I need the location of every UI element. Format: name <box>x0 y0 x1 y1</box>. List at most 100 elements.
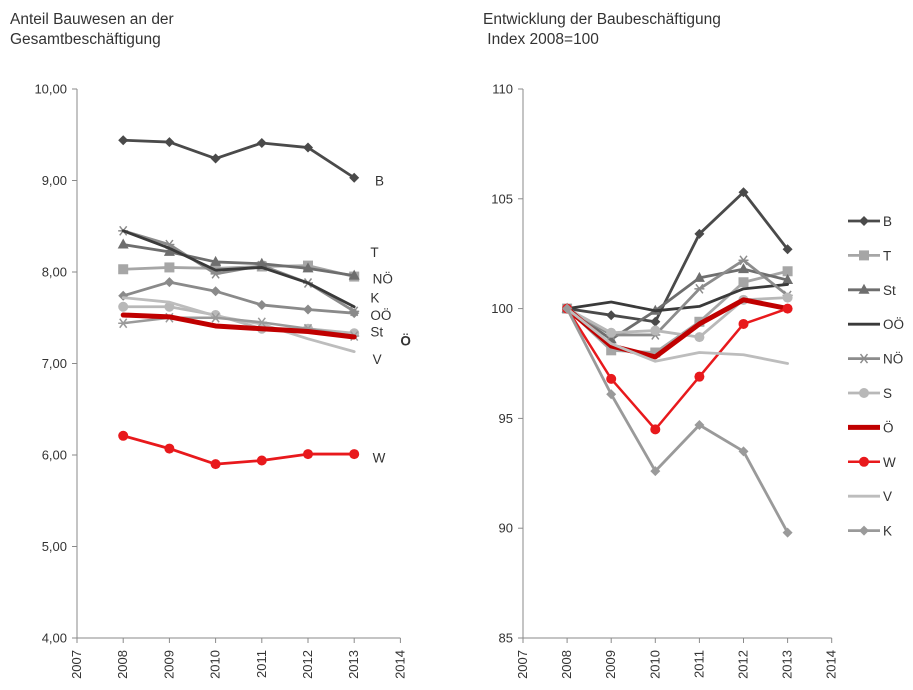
data-point-n <box>738 255 749 266</box>
series-line-w <box>121 434 356 466</box>
data-point-s8 <box>256 317 267 328</box>
data-point-b <box>210 153 221 164</box>
series-end-label: St <box>370 324 383 339</box>
legend-item: Ö <box>848 420 894 435</box>
data-point-w <box>164 443 175 454</box>
legend-item: NÖ <box>848 352 903 367</box>
series-line-n <box>565 258 789 337</box>
x-tick-label: 2009 <box>603 650 618 679</box>
y-tick-label: 7,00 <box>42 356 67 371</box>
data-point-w <box>738 318 749 329</box>
x-tick-label: 2009 <box>161 650 176 679</box>
legend-marker <box>859 456 869 467</box>
series-end-label: V <box>373 352 382 367</box>
y-tick-label: 110 <box>492 82 513 97</box>
data-point-s8 <box>118 318 129 329</box>
y-tick-label: 8,00 <box>42 265 67 280</box>
series-end-label: Ö <box>400 334 411 349</box>
series-end-label: NÖ <box>373 271 393 286</box>
data-point-w <box>782 303 793 314</box>
x-tick-label: 2007 <box>515 650 530 679</box>
legend-label: St <box>883 283 896 298</box>
legend-item: W <box>848 455 896 470</box>
series-line-s6 <box>564 297 791 360</box>
series-line-k <box>565 307 789 534</box>
data-point-w <box>210 459 221 470</box>
data-point-w <box>650 424 661 435</box>
y-tick-label: 100 <box>491 301 513 316</box>
legend-label: W <box>883 455 896 470</box>
legend-label: OÖ <box>883 317 904 332</box>
series-line-o <box>121 229 356 309</box>
series-line-k <box>121 243 356 278</box>
data-point-k <box>694 419 705 430</box>
data-point-k <box>210 255 222 266</box>
series-s9 <box>120 312 357 340</box>
series-v <box>565 307 789 365</box>
legend-item: T <box>848 248 891 263</box>
data-point-st <box>349 308 360 319</box>
data-point-k <box>117 238 129 249</box>
data-point-w <box>694 371 705 382</box>
data-point-st <box>256 299 267 310</box>
legend-marker <box>859 216 869 226</box>
data-point-k <box>650 466 661 477</box>
series-k <box>562 303 793 538</box>
x-tick-label: 2013 <box>780 650 795 679</box>
data-point-w <box>118 430 129 441</box>
series-b <box>118 135 360 183</box>
data-point-s <box>606 327 617 338</box>
legend-item: K <box>848 524 892 539</box>
x-tick-label: 2008 <box>559 650 574 679</box>
series-end-label: K <box>370 291 379 306</box>
data-point-b <box>650 316 661 327</box>
series-line-st <box>121 280 356 315</box>
series-o <box>565 283 789 313</box>
chart-right: Entwicklung der Baubeschäftigung Index 2… <box>483 11 904 679</box>
x-tick-label: 2012 <box>300 650 315 679</box>
series-line-b <box>565 190 789 324</box>
data-point-t <box>782 266 793 277</box>
y-tick-label: 85 <box>499 631 513 646</box>
data-point-t <box>164 262 175 273</box>
y-tick-label: 95 <box>499 411 513 426</box>
legend-item: B <box>848 214 892 229</box>
x-tick-label: 2013 <box>346 650 361 679</box>
data-point-k <box>163 245 175 256</box>
data-point-st <box>210 286 221 297</box>
data-point-st <box>164 277 175 288</box>
legend-marker <box>859 250 869 261</box>
x-tick-label: 2011 <box>254 650 269 678</box>
legend-label: K <box>883 524 892 539</box>
y-tick-label: 105 <box>491 191 513 206</box>
legend-marker <box>858 283 870 294</box>
y-tick-label: 5,00 <box>42 539 67 554</box>
y-tick-label: 90 <box>499 521 513 536</box>
series-line-b <box>121 138 356 180</box>
legend-item: OÖ <box>848 317 904 332</box>
data-point-k <box>256 257 268 268</box>
series-end-label: B <box>375 174 384 189</box>
series-line-o <box>565 283 789 313</box>
data-point-k <box>606 389 617 400</box>
data-point-b <box>782 244 793 255</box>
data-point-s <box>650 325 661 336</box>
legend-label: Ö <box>883 420 894 435</box>
data-point-s <box>782 292 793 303</box>
data-point-t <box>606 345 617 356</box>
series-end-label: OÖ <box>370 308 391 323</box>
legend-label: V <box>883 489 892 504</box>
legend-label: T <box>883 248 891 263</box>
data-point-k <box>738 446 749 457</box>
data-point-k <box>782 527 793 538</box>
series-k <box>117 238 360 280</box>
chart-legend: B T St OÖ NÖ S Ö W V K <box>848 214 904 539</box>
series-end-label: W <box>373 451 386 466</box>
legend-label: S <box>883 386 892 401</box>
legend-item: St <box>848 283 896 298</box>
data-point-w <box>606 373 617 384</box>
chart-right-title: Entwicklung der Baubeschäftigung Index 2… <box>483 11 721 48</box>
data-point-w <box>349 449 360 460</box>
legend-marker <box>859 353 869 364</box>
